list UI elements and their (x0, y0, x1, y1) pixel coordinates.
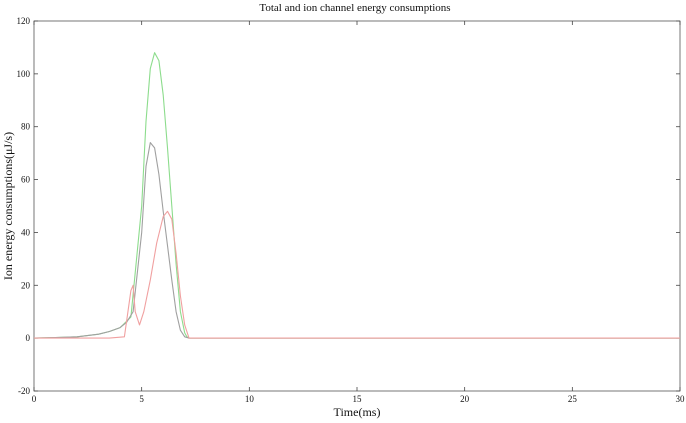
y-tick-label: 100 (17, 69, 31, 79)
plot-frame (33, 20, 681, 392)
y-tick-label: 0 (26, 333, 31, 343)
y-tick-label: -20 (18, 386, 30, 396)
x-tick-label: 15 (353, 394, 363, 404)
y-axis-label: Ion energy consumptions(μJ/s) (1, 132, 15, 280)
y-tick-label: 60 (21, 175, 31, 185)
y-tick-label: 120 (17, 16, 31, 26)
x-tick-label: 5 (139, 394, 144, 404)
x-tick-label: 30 (676, 394, 686, 404)
y-tick-label: 40 (21, 227, 31, 237)
series-group (33, 52, 680, 339)
series-line-2 (33, 142, 680, 339)
chart-title: Total and ion channel energy consumption… (259, 2, 450, 14)
x-tick-label: 20 (460, 394, 470, 404)
x-tick-label: 10 (245, 394, 255, 404)
x-axis-label: Time(ms) (334, 405, 381, 419)
y-tick-label: 80 (21, 122, 31, 132)
x-tick-label: 25 (568, 394, 578, 404)
y-tick-label: 20 (21, 280, 31, 290)
series-line-3 (34, 210, 680, 339)
x-tick-label: 0 (32, 394, 37, 404)
series-line-1 (33, 52, 680, 339)
